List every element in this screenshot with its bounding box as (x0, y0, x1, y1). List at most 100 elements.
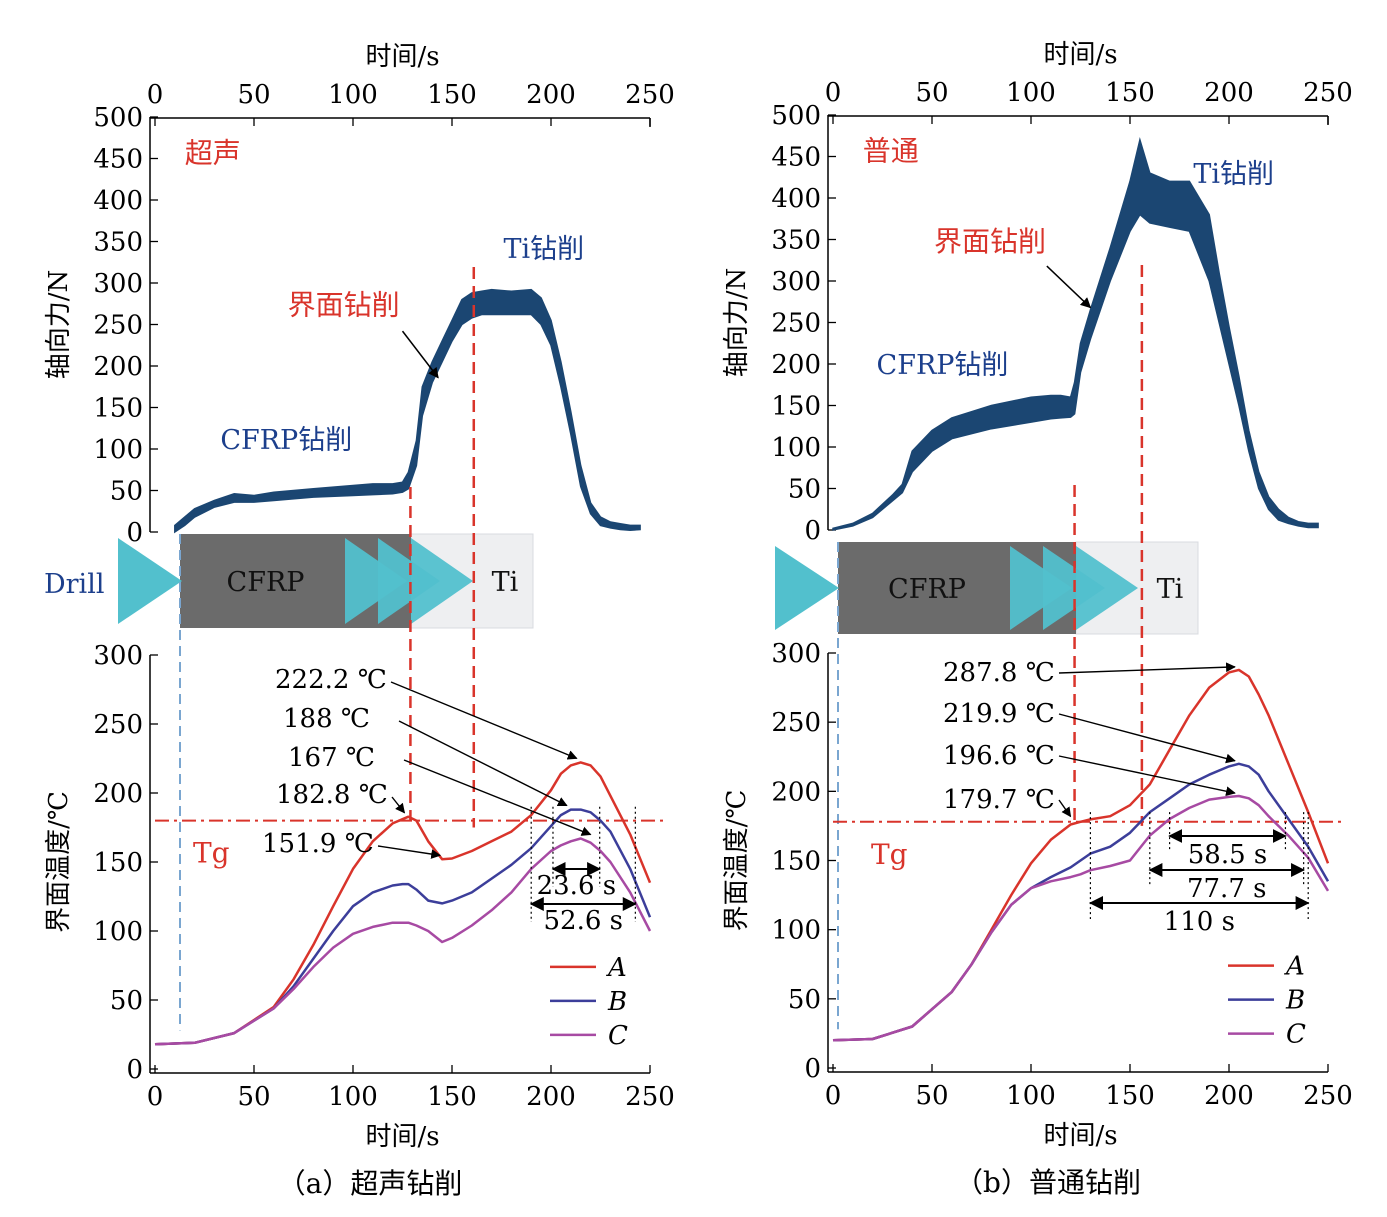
bottom-x-tick-label: 150 (1105, 1081, 1155, 1111)
force-y-tick-label: 400 (93, 186, 143, 216)
force-band (174, 288, 641, 534)
bottom-x-tick-label: 0 (147, 1082, 164, 1112)
temp-y-tick-label: 50 (788, 985, 821, 1015)
temperature-annotation: 151.9 ℃ (262, 829, 374, 859)
panel-caption: （a）超声钻削 (278, 1167, 463, 1200)
force-y-axis-label: 轴向力/N (722, 268, 752, 378)
duration-label: 52.6 s (544, 906, 624, 936)
annotation-arrow (390, 681, 578, 760)
ti-block-label: Ti (492, 567, 519, 598)
top-x-tick-label: 100 (328, 80, 378, 110)
force-y-tick-label: 400 (771, 184, 821, 214)
duration-label: 58.5 s (1188, 840, 1268, 870)
annotation-arrow (1058, 662, 1236, 674)
temp-y-axis-label: 界面温度/℃ (44, 791, 74, 933)
temperature-annotation: 182.8 ℃ (276, 780, 388, 810)
panel-b: 0 50 100 150 200 250 300 350 400 450 500 0 50 100 150 2… (722, 40, 1353, 1199)
force-y-tick-label: 150 (771, 392, 821, 422)
force-y-tick-label: 350 (771, 226, 821, 256)
force-y-tick-label: 100 (771, 433, 821, 463)
interface-arrow (1046, 265, 1092, 309)
bottom-x-tick-label: 250 (1303, 1081, 1353, 1111)
duration-label: 23.6 s (537, 871, 617, 901)
force-y-tick-label: 50 (110, 477, 143, 507)
series-A-line (154, 761, 652, 1046)
cfrp-block-label: CFRP (888, 574, 966, 605)
temp-y-tick-label: 150 (771, 847, 821, 877)
force-y-tick-label: 300 (93, 269, 143, 299)
temperature-annotation: 222.2 ℃ (275, 665, 387, 695)
temperature-annotation: 188 ℃ (283, 704, 370, 734)
temp-y-tick-label: 0 (804, 1054, 821, 1084)
bottom-x-tick-label: 200 (526, 1082, 576, 1112)
cfrp-drilling-label: CFRP钻削 (220, 425, 352, 456)
top-x-tick-label: 150 (427, 80, 477, 110)
legend-label: C (1286, 1020, 1306, 1050)
drill-chevron-icon (378, 538, 440, 624)
force-y-tick-label: 500 (771, 101, 821, 131)
temp-y-tick-label: 250 (93, 710, 143, 740)
force-y-tick-label: 200 (771, 350, 821, 380)
temp-y-tick-label: 200 (93, 779, 143, 809)
force-y-tick-label: 100 (93, 435, 143, 465)
force-y-tick-label: 250 (771, 309, 821, 339)
force-y-tick-label: 0 (126, 518, 143, 548)
top-x-tick-label: 50 (237, 80, 270, 110)
ti-drilling-label: Ti钻削 (1193, 159, 1274, 190)
force-y-tick-label: 250 (93, 311, 143, 341)
duration-label: 77.7 s (1187, 874, 1267, 904)
top-x-tick-label: 50 (915, 78, 948, 108)
force-y-tick-label: 150 (93, 394, 143, 424)
force-y-tick-label: 300 (771, 267, 821, 297)
temp-y-tick-label: 100 (93, 917, 143, 947)
top-x-tick-label: 200 (1204, 78, 1254, 108)
temp-y-tick-label: 50 (110, 986, 143, 1016)
bottom-x-axis-label: 时间/s (1043, 1121, 1117, 1151)
force-band (832, 137, 1319, 531)
temp-y-tick-label: 0 (126, 1055, 143, 1085)
tg-label: Tg (193, 837, 230, 870)
legend-label: B (607, 987, 627, 1017)
top-x-tick-label: 150 (1105, 78, 1155, 108)
force-y-tick-label: 450 (771, 143, 821, 173)
series-C-line (154, 837, 652, 1046)
bottom-x-tick-label: 150 (427, 1082, 477, 1112)
temp-y-tick-label: 300 (93, 641, 143, 671)
bottom-x-tick-label: 50 (237, 1082, 270, 1112)
tg-label: Tg (871, 838, 908, 871)
bottom-x-tick-label: 0 (825, 1081, 842, 1111)
annotation-arrow (1058, 799, 1072, 818)
series-C-line (832, 794, 1330, 1042)
drill-label: Drill (44, 569, 104, 600)
force-y-tick-label: 500 (93, 103, 143, 133)
cfrp-drilling-label: CFRP钻削 (877, 350, 1009, 381)
top-x-tick-label: 0 (147, 80, 164, 110)
legend-label: B (1285, 986, 1305, 1016)
annotation-arrow (391, 796, 406, 814)
annotation-arrow (377, 845, 442, 859)
force-y-tick-label: 50 (788, 475, 821, 505)
bottom-x-tick-label: 100 (328, 1082, 378, 1112)
ti-drilling-label: Ti钻削 (503, 234, 584, 265)
cfrp-block-label: CFRP (227, 567, 305, 598)
temperature-annotation: 179.7 ℃ (943, 785, 1055, 815)
bottom-x-tick-label: 100 (1006, 1081, 1056, 1111)
temperature-annotation: 287.8 ℃ (943, 658, 1055, 688)
bottom-x-tick-label: 50 (915, 1081, 948, 1111)
duration-label: 110 s (1164, 907, 1235, 937)
interface-arrow (401, 330, 439, 379)
mode-label: 普通 (863, 135, 919, 168)
bottom-x-tick-label: 200 (1204, 1081, 1254, 1111)
legend-label: A (606, 953, 627, 983)
series-B-line (154, 808, 652, 1046)
temp-y-tick-label: 100 (771, 916, 821, 946)
top-x-axis-label: 时间/s (1043, 40, 1117, 70)
temp-y-tick-label: 150 (93, 848, 143, 878)
drill-chevron-icon (1076, 546, 1138, 630)
top-x-axis-label: 时间/s (365, 42, 439, 72)
annotation-arrow (1058, 755, 1236, 797)
temperature-annotation: 167 ℃ (288, 743, 375, 773)
mode-label: 超声 (185, 137, 241, 170)
